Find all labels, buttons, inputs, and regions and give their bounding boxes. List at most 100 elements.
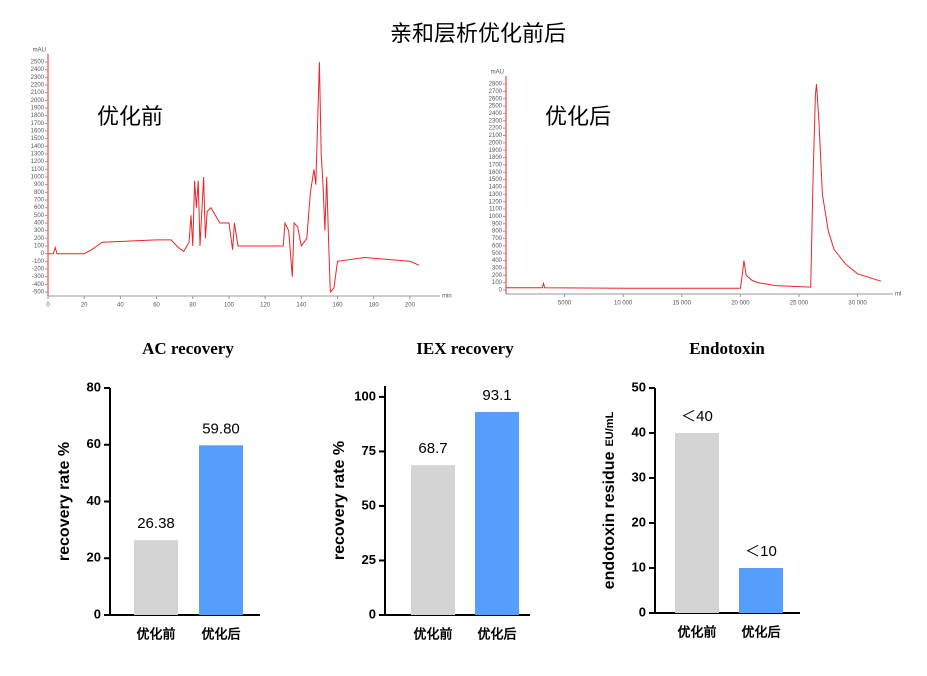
x-tick-label: 160 (333, 303, 344, 309)
y-tick-label: 2300 (489, 118, 503, 124)
x-tick-label: 优化后 (201, 626, 240, 641)
annotation: 优化后 (545, 104, 611, 129)
y-tick-label: 2500 (31, 60, 45, 66)
y-tick-label: 20 (632, 514, 646, 529)
value-label: 68.7 (418, 440, 447, 457)
x-tick-label: 20 (81, 303, 88, 309)
y-axis-label: recovery rate % (331, 441, 348, 560)
y-tick-label: 1900 (31, 106, 45, 112)
chart-title: Endotoxin (689, 339, 765, 358)
y-tick-label: 200 (34, 236, 45, 242)
y-tick-label: 400 (34, 221, 45, 227)
value-label: ＜10 (745, 543, 777, 560)
y-tick-label: 700 (34, 198, 45, 204)
y-tick-label: -300 (32, 274, 45, 280)
y-tick-label: 800 (34, 190, 45, 196)
y-tick-label: 600 (492, 243, 503, 249)
x-tick-label: 优化前 (136, 626, 175, 641)
value-label: 59.80 (202, 420, 240, 437)
annotation: 优化前 (97, 104, 163, 129)
y-tick-label: 1100 (31, 167, 45, 173)
y-tick-label: -500 (32, 290, 45, 296)
y-tick-label: 40 (632, 424, 646, 439)
y-tick-label: -100 (32, 259, 45, 265)
x-tick-label: 10 000 (614, 301, 633, 307)
y-tick-label: 2200 (489, 126, 503, 132)
y-tick-label: 40 (87, 493, 101, 508)
y-tick-label: 1500 (489, 177, 503, 183)
y-tick-label: 0 (639, 604, 646, 619)
y-tick-label: 1700 (489, 163, 503, 169)
y-tick-label: 0 (499, 288, 503, 294)
y-tick-label: 2400 (489, 111, 503, 117)
y-tick-label: 500 (34, 213, 45, 219)
bar (675, 433, 719, 613)
y-tick-label: 900 (34, 182, 45, 188)
y-tick-label: 0 (94, 606, 101, 621)
y-tick-label: 30 (632, 469, 646, 484)
x-tick-label: 优化后 (741, 624, 780, 639)
y-tick-label: 25 (362, 552, 376, 567)
y-tick-label: 2000 (31, 98, 45, 104)
x-tick-label: 优化前 (413, 626, 452, 641)
y-tick-label: 700 (492, 236, 503, 242)
y-tick-label: 100 (492, 280, 503, 286)
bar (411, 465, 455, 615)
y-tick-label: 2500 (489, 104, 503, 110)
x-tick-label: 20 000 (731, 301, 750, 307)
y-tick-label: 1400 (489, 185, 503, 191)
y-tick-label: 2000 (489, 140, 503, 146)
y-tick-label: -400 (32, 282, 45, 288)
y-tick-label: 600 (34, 205, 45, 211)
value-label: ＜40 (681, 408, 713, 425)
y-tick-label: 10 (632, 559, 646, 574)
chart-title: IEX recovery (416, 339, 514, 358)
y-tick-label: 2800 (489, 82, 503, 88)
y-tick-label: 300 (34, 228, 45, 234)
bar (739, 568, 783, 613)
y-tick-label: 100 (354, 388, 376, 403)
y-unit: mAU (33, 48, 46, 54)
y-tick-label: 75 (362, 443, 376, 458)
y-tick-label: 50 (632, 379, 646, 394)
chart-title: AC recovery (142, 339, 234, 358)
y-tick-label: 200 (492, 273, 503, 279)
y-tick-label: 1400 (31, 144, 45, 150)
y-tick-label: 2100 (31, 90, 45, 96)
y-tick-label: 1200 (489, 199, 503, 205)
x-tick-label: 100 (224, 303, 235, 309)
y-tick-label: 2100 (489, 133, 503, 139)
y-tick-label: -200 (32, 267, 45, 273)
x-unit: min (442, 294, 452, 300)
x-tick-label: 15 000 (673, 301, 692, 307)
x-tick-label: 180 (369, 303, 380, 309)
y-tick-label: 500 (492, 251, 503, 257)
y-tick-label: 800 (492, 229, 503, 235)
x-tick-label: 60 (153, 303, 160, 309)
y-tick-label: 900 (492, 221, 503, 227)
x-tick-label: 40 (117, 303, 124, 309)
y-tick-label: 2600 (489, 96, 503, 102)
x-tick-label: 140 (296, 303, 307, 309)
y-label-text: recovery rate % (56, 442, 73, 561)
x-tick-label: 5000 (558, 301, 572, 307)
bar (199, 445, 243, 615)
y-tick-label: 2300 (31, 75, 45, 81)
x-tick-label: 30 000 (848, 301, 867, 307)
x-tick-label: 80 (189, 303, 196, 309)
y-tick-label: 1800 (31, 113, 45, 119)
y-tick-label: 1300 (489, 192, 503, 198)
y-tick-label: 400 (492, 258, 503, 264)
x-tick-label: 25 000 (790, 301, 809, 307)
y-tick-label: 1500 (31, 136, 45, 142)
y-tick-label: 0 (369, 606, 376, 621)
x-unit: ml (895, 292, 901, 298)
y-tick-label: 20 (87, 550, 101, 565)
y-tick-label: 50 (362, 497, 376, 512)
x-tick-label: 优化前 (677, 624, 716, 639)
y-tick-label: 1800 (489, 155, 503, 161)
y-tick-label: 60 (87, 436, 101, 451)
y-tick-label: 1000 (489, 214, 503, 220)
y-tick-label: 1900 (489, 148, 503, 154)
y-tick-label: 2400 (31, 67, 45, 73)
